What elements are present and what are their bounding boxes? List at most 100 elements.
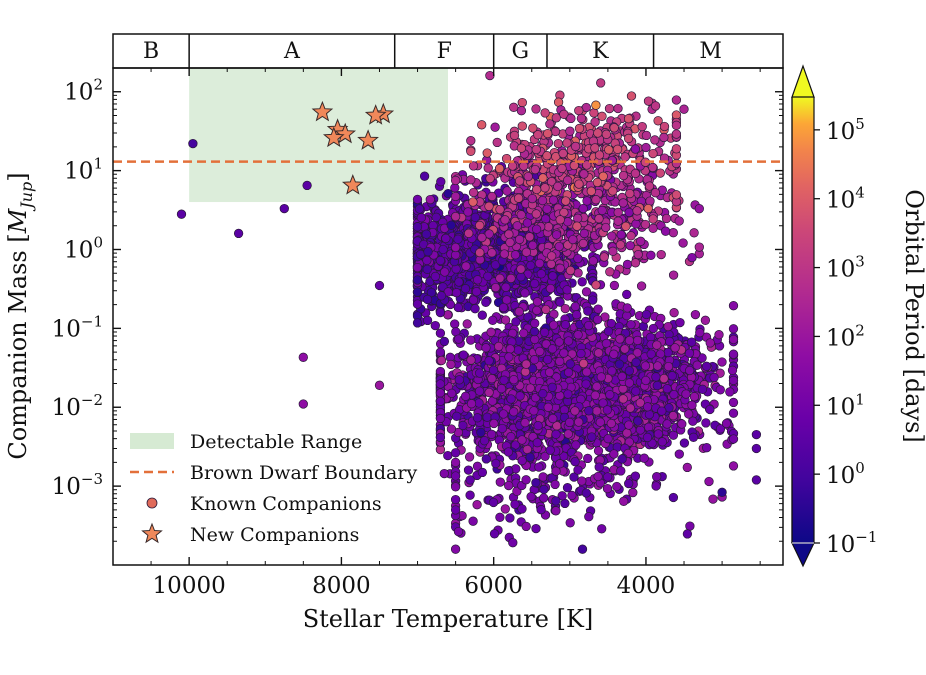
known-companion-point	[466, 146, 476, 156]
known-companion-point	[715, 385, 725, 395]
known-companion-point	[578, 203, 588, 214]
known-companion-point	[646, 349, 656, 359]
known-companion-point	[502, 186, 512, 196]
known-companion-point	[509, 407, 519, 417]
known-companion-point	[471, 287, 482, 297]
known-companion-point	[606, 418, 616, 429]
known-companion-point	[592, 314, 603, 325]
known-companion-point	[614, 359, 625, 369]
known-companion-point	[439, 468, 449, 479]
known-companion-point	[537, 195, 548, 206]
known-companion-point	[572, 310, 582, 320]
known-companion-point	[608, 246, 618, 256]
known-companion-point	[561, 196, 571, 206]
known-companion-point	[453, 334, 464, 344]
known-companion-point	[648, 323, 658, 334]
known-companion-point	[546, 259, 556, 269]
known-companion-point	[721, 418, 732, 429]
known-companion-point	[468, 295, 479, 305]
known-companion-point	[547, 251, 557, 261]
known-companion-point	[472, 413, 483, 423]
known-companion-point	[435, 379, 446, 389]
known-companion-point	[484, 201, 494, 211]
known-companion-point	[563, 367, 574, 378]
known-companion-point	[431, 212, 441, 222]
known-companion-point	[578, 358, 589, 369]
known-companion-point	[573, 213, 583, 223]
known-companion-point	[501, 282, 511, 292]
known-companion-point	[464, 228, 474, 238]
known-companion-point	[728, 375, 739, 386]
known-companion-point	[542, 354, 553, 365]
known-companion-point	[435, 388, 446, 398]
known-companion-point	[642, 402, 653, 412]
known-companion-point	[430, 320, 440, 331]
known-companion-point	[709, 372, 719, 383]
known-companion-point	[450, 211, 461, 222]
known-companion-point	[692, 360, 702, 370]
known-companion-point	[446, 424, 457, 434]
known-companion-point	[659, 121, 670, 132]
known-companion-point	[659, 373, 669, 384]
known-companion-point	[412, 318, 423, 328]
known-companion-point	[563, 389, 573, 399]
known-companion-point	[495, 273, 505, 283]
known-companion-point	[435, 347, 446, 357]
known-companion-point	[608, 186, 618, 196]
known-companion-point	[536, 269, 546, 279]
known-companion-point	[461, 261, 471, 271]
known-companion-point	[687, 252, 697, 263]
known-companion-point	[684, 409, 694, 419]
known-companion-point	[590, 390, 600, 400]
known-companion-point	[678, 238, 688, 248]
known-companion-point	[439, 336, 450, 347]
known-companion-point	[509, 130, 520, 141]
known-companion-point	[454, 375, 464, 385]
known-companion-point	[542, 204, 552, 214]
known-companion-point	[697, 384, 708, 394]
known-companion-point	[514, 234, 525, 245]
known-companion-point	[669, 308, 679, 318]
known-companion-point	[641, 375, 651, 386]
known-companion-point	[700, 315, 711, 325]
known-companion-point	[516, 272, 526, 282]
known-companion-point	[492, 137, 502, 148]
known-companion-point	[605, 267, 615, 277]
known-companion-point	[616, 230, 626, 240]
known-companion-point	[624, 378, 635, 388]
known-companion-point	[517, 97, 527, 108]
known-companion-point	[694, 204, 704, 214]
known-companion-point	[450, 175, 461, 186]
known-companion-point	[670, 343, 680, 353]
known-companion-point	[458, 420, 468, 431]
known-companion-point	[594, 214, 604, 224]
known-companion-point	[589, 108, 599, 118]
known-companion-point	[728, 461, 739, 471]
known-companion-point	[500, 315, 511, 325]
known-companion-point	[500, 215, 510, 225]
known-companion-point	[679, 438, 690, 448]
known-companion-point	[599, 252, 609, 262]
known-companion-point	[689, 392, 700, 402]
known-companion-point	[524, 232, 535, 242]
known-companion-point	[661, 213, 672, 224]
known-companion-point	[645, 196, 655, 206]
known-companion-point	[529, 355, 540, 365]
known-companion-point	[717, 357, 727, 367]
known-companion-point	[593, 446, 604, 456]
known-companion-point	[662, 384, 672, 394]
known-companion-point	[641, 130, 652, 141]
known-companion-point	[663, 321, 673, 332]
known-companion-point	[555, 215, 565, 225]
known-companion-point	[582, 196, 592, 206]
known-companion-point	[447, 388, 457, 398]
known-companion-point	[596, 78, 606, 88]
known-companion-point	[470, 212, 480, 222]
known-companion-point	[637, 121, 647, 132]
known-companion-point	[488, 365, 499, 375]
known-companion-point	[497, 423, 507, 434]
known-companion-point	[596, 372, 606, 382]
known-companion-point	[687, 337, 697, 347]
known-companion-point	[624, 335, 635, 346]
known-companion-point	[520, 418, 530, 428]
